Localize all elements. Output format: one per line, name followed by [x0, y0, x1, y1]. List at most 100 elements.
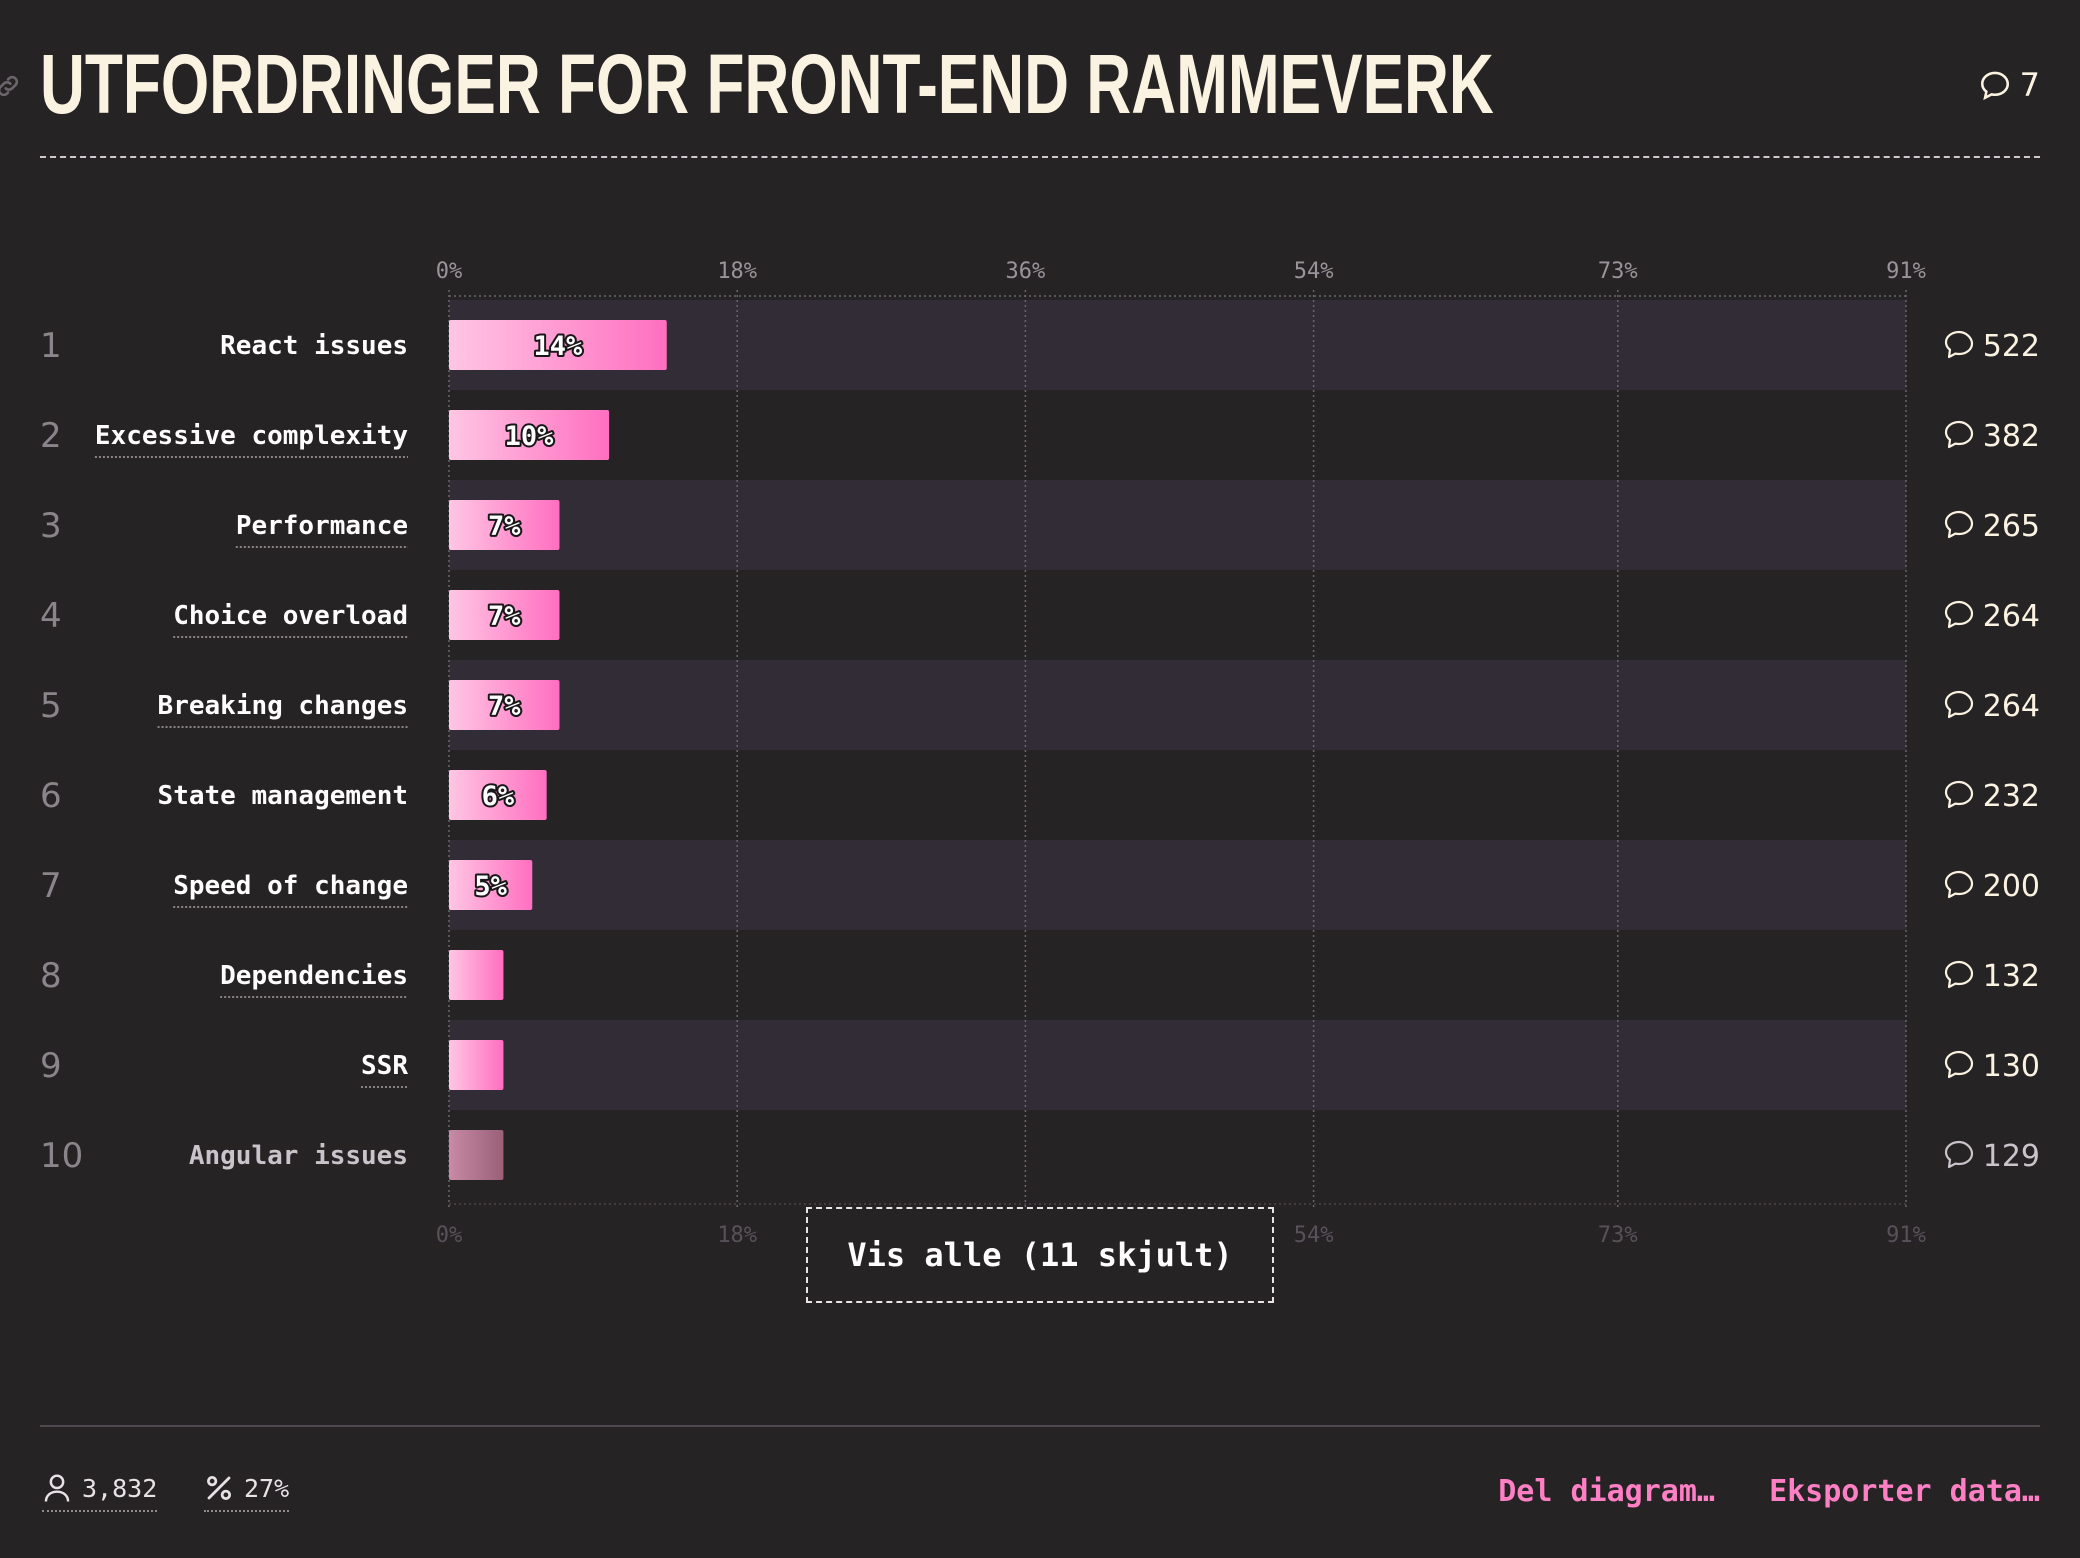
rank-number: 2	[40, 416, 62, 456]
category-label: React issues	[220, 331, 408, 361]
rank-number: 8	[40, 956, 62, 996]
x-tick-label-top: 18%	[717, 259, 757, 284]
bar-row[interactable]: 3 Performance 7% 265	[40, 500, 2040, 550]
rank-number: 4	[40, 596, 62, 636]
percent-icon	[207, 1476, 231, 1500]
x-tick-label-top: 0%	[436, 259, 463, 284]
header-comment-count: 7	[2019, 66, 2040, 104]
comment-count[interactable]: 130	[1983, 1049, 2040, 1084]
comment-count[interactable]: 132	[1983, 959, 2040, 994]
comment-count[interactable]: 200	[1983, 869, 2040, 904]
comment-count[interactable]: 232	[1983, 779, 2040, 814]
bar[interactable]	[449, 770, 547, 820]
comment-count[interactable]: 522	[1983, 329, 2040, 364]
bar[interactable]	[449, 680, 560, 730]
bar[interactable]	[449, 410, 610, 460]
bar-row[interactable]: 5 Breaking changes 7% 264	[40, 680, 2040, 730]
comment-bubble-icon	[1944, 510, 1974, 539]
comment-bubble-icon	[1944, 420, 1974, 449]
x-tick-label-bottom: 18%	[717, 1223, 757, 1248]
category-label[interactable]: SSR	[361, 1051, 408, 1081]
category-label[interactable]: Dependencies	[220, 961, 408, 991]
share-chart-link[interactable]: Del diagram…	[1498, 1474, 1715, 1509]
x-tick-label-bottom: 91%	[1886, 1223, 1926, 1248]
bar-row[interactable]: 1 React issues 14% 522	[40, 320, 2040, 370]
bar-row[interactable]: 7 Speed of change 5% 200	[40, 860, 2040, 910]
bar[interactable]	[449, 1040, 504, 1090]
comment-count[interactable]: 264	[1983, 599, 2040, 634]
percentage-stat[interactable]: 27%	[204, 1472, 290, 1512]
category-label: State management	[158, 781, 408, 811]
category-label[interactable]: Breaking changes	[158, 691, 408, 721]
bar[interactable]	[449, 950, 504, 1000]
bar-row[interactable]: 4 Choice overload 7% 264	[40, 590, 2040, 640]
row-band	[449, 660, 1906, 750]
row-band	[449, 840, 1906, 930]
comment-count[interactable]: 264	[1983, 689, 2040, 724]
bar[interactable]	[449, 860, 533, 910]
comment-bubble-icon	[1944, 1140, 1974, 1169]
x-tick-label-top: 36%	[1006, 259, 1046, 284]
header-comments-button[interactable]: 7	[1978, 66, 2040, 104]
category-label[interactable]: Performance	[236, 511, 408, 541]
bar[interactable]	[449, 590, 560, 640]
bar-row[interactable]: 2 Excessive complexity 10% 382	[40, 410, 2040, 460]
comment-bubble-icon	[1944, 330, 1974, 359]
comment-bubble-icon	[1944, 870, 1974, 899]
bar-value-label: 7%	[488, 601, 521, 632]
x-tick-label-top: 54%	[1294, 259, 1334, 284]
title-divider	[40, 156, 2040, 158]
user-icon	[44, 1474, 70, 1502]
bar[interactable]	[449, 1130, 504, 1180]
rank-number: 9	[40, 1046, 62, 1086]
bar-row[interactable]: 9 SSR 130	[40, 1040, 2040, 1090]
rank-number: 6	[40, 776, 62, 816]
comment-count[interactable]: 382	[1983, 419, 2040, 454]
bar-value-label: 10%	[505, 421, 555, 452]
bar-row[interactable]: 10 Angular issues 129	[40, 1130, 2040, 1180]
comment-bubble-icon	[1944, 690, 1974, 719]
bar-value-label: 14%	[533, 331, 583, 362]
comment-bubble-icon	[1944, 780, 1974, 809]
link-icon[interactable]	[0, 72, 22, 100]
category-label[interactable]: Choice overload	[173, 601, 408, 631]
bar[interactable]	[449, 320, 667, 370]
bar-value-label: 7%	[488, 691, 521, 722]
export-data-link[interactable]: Eksporter data…	[1769, 1474, 2040, 1509]
show-all-button[interactable]: Vis alle (11 skjult)	[806, 1207, 1274, 1303]
comment-bubble-icon	[1944, 600, 1974, 629]
category-label[interactable]: Excessive complexity	[95, 421, 408, 451]
row-band	[449, 480, 1906, 570]
bar-row[interactable]: 6 State management 6% 232	[40, 770, 2040, 820]
x-tick-label-top: 73%	[1598, 259, 1638, 284]
category-label[interactable]: Speed of change	[173, 871, 408, 901]
bar-value-label: 5%	[474, 871, 507, 902]
row-band	[449, 300, 1906, 390]
rank-number: 10	[40, 1136, 83, 1176]
x-tick-label-bottom: 0%	[436, 1223, 463, 1248]
comment-count[interactable]: 265	[1983, 509, 2040, 544]
percentage-value: 27%	[244, 1473, 290, 1503]
bar-row[interactable]: 8 Dependencies 132	[40, 950, 2040, 1000]
bar[interactable]	[449, 500, 560, 550]
respondents-count: 3,832	[82, 1473, 158, 1503]
x-tick-label-bottom: 54%	[1294, 1223, 1334, 1248]
rank-number: 7	[40, 866, 62, 906]
row-band	[449, 1020, 1906, 1110]
comment-bubble-icon	[1944, 960, 1974, 989]
bar-value-label: 6%	[482, 781, 515, 812]
x-tick-label-bottom: 73%	[1598, 1223, 1638, 1248]
comment-count[interactable]: 129	[1983, 1139, 2040, 1174]
x-tick-label-top: 91%	[1886, 259, 1926, 284]
comment-bubble-icon	[1944, 1050, 1974, 1079]
comment-bubble-icon	[1980, 71, 2009, 101]
rank-number: 1	[40, 326, 62, 366]
chart-title: UTFORDRINGER FOR FRONT-END RAMMEVERK	[40, 37, 1494, 131]
rank-number: 3	[40, 506, 62, 546]
category-label: Angular issues	[189, 1141, 408, 1171]
bar-chart: 0%0%18%18%36%36%54%54%73%73%91%91% 1Reac…	[40, 259, 2040, 1248]
rank-number: 5	[40, 686, 62, 726]
respondents-stat[interactable]: 3,832	[42, 1472, 158, 1512]
footer-divider	[40, 1425, 2040, 1427]
bar-value-label: 7%	[488, 511, 521, 542]
